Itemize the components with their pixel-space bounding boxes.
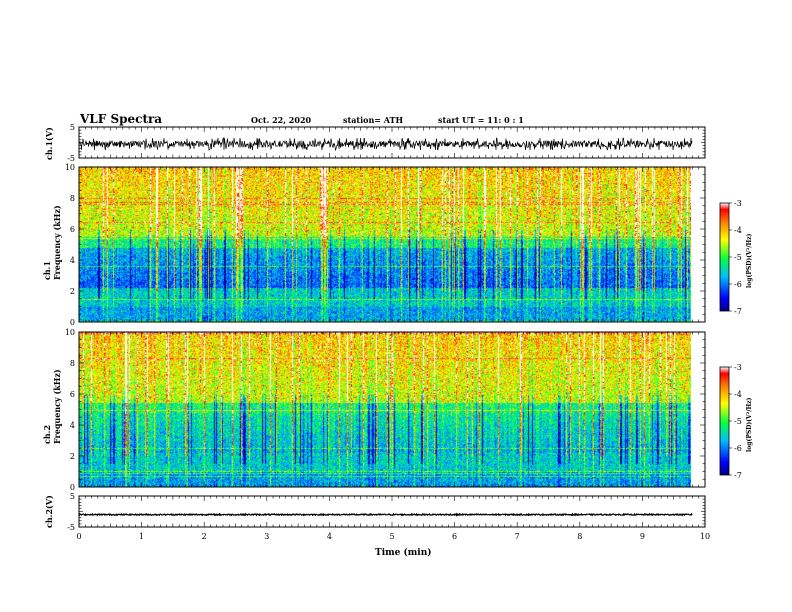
y-tick-label: 4 xyxy=(70,421,75,430)
colorbar-tick-label: -7 xyxy=(734,471,742,480)
spectrogram-layer xyxy=(79,167,691,487)
y-tick-label: 8 xyxy=(70,359,75,368)
colorbar-tick-label: -5 xyxy=(734,253,742,262)
x-tick-label: 4 xyxy=(327,532,332,541)
header-date: Oct. 22, 2020 xyxy=(251,115,312,125)
y-tick-label: 8 xyxy=(70,194,75,203)
x-tick-label: 7 xyxy=(515,532,520,541)
y-tick-label: 5 xyxy=(70,492,75,501)
y-tick-label: 10 xyxy=(65,328,75,337)
colorbar-tick-label: -5 xyxy=(734,417,742,426)
x-tick-label: 5 xyxy=(389,532,394,541)
y-tick-label: 0 xyxy=(70,318,75,327)
figure-title: VLF Spectra xyxy=(80,112,163,126)
colorbar-1 xyxy=(719,202,730,312)
y-tick-label: -5 xyxy=(67,154,75,163)
x-tick-label: 10 xyxy=(700,532,710,541)
colorbar-tick-label: -7 xyxy=(734,307,742,316)
x-tick-label: 8 xyxy=(577,532,582,541)
colorbar-tick-label: -6 xyxy=(734,444,742,453)
y-tick-label: 6 xyxy=(70,225,75,234)
colorbar-2 xyxy=(719,366,730,476)
x-tick-label: 6 xyxy=(452,532,457,541)
colorbar-tick-label: -3 xyxy=(734,199,742,208)
header-start-time: start UT = 11: 0 : 1 xyxy=(438,115,524,125)
ch2-waveform-line xyxy=(78,512,693,517)
axes-layer xyxy=(78,126,732,528)
y-tick-label: 6 xyxy=(70,390,75,399)
header-station: station= ATH xyxy=(343,115,404,125)
y-tick-label: 2 xyxy=(70,287,75,296)
x-tick-label: 2 xyxy=(202,532,207,541)
colorbar-tick-label: -6 xyxy=(734,280,742,289)
x-tick-label: 1 xyxy=(139,532,144,541)
y-tick-label: 2 xyxy=(70,452,75,461)
y-tick-label: 10 xyxy=(65,163,75,172)
colorbar-tick-label: -4 xyxy=(734,390,742,399)
x-tick-label: 9 xyxy=(640,532,645,541)
waveform-layer xyxy=(78,137,693,517)
colorbar-tick-label: -3 xyxy=(734,363,742,372)
y-tick-label: 0 xyxy=(70,483,75,492)
x-axis-label: Time (min) xyxy=(375,548,432,558)
y-tick-label: -5 xyxy=(67,523,75,532)
x-tick-label: 3 xyxy=(264,532,269,541)
y-tick-label: 4 xyxy=(70,256,75,265)
x-tick-label: 0 xyxy=(76,532,81,541)
y-tick-label: 5 xyxy=(70,123,75,132)
colorbar-tick-label: -4 xyxy=(734,226,742,235)
ch1-waveform-line xyxy=(78,137,693,152)
